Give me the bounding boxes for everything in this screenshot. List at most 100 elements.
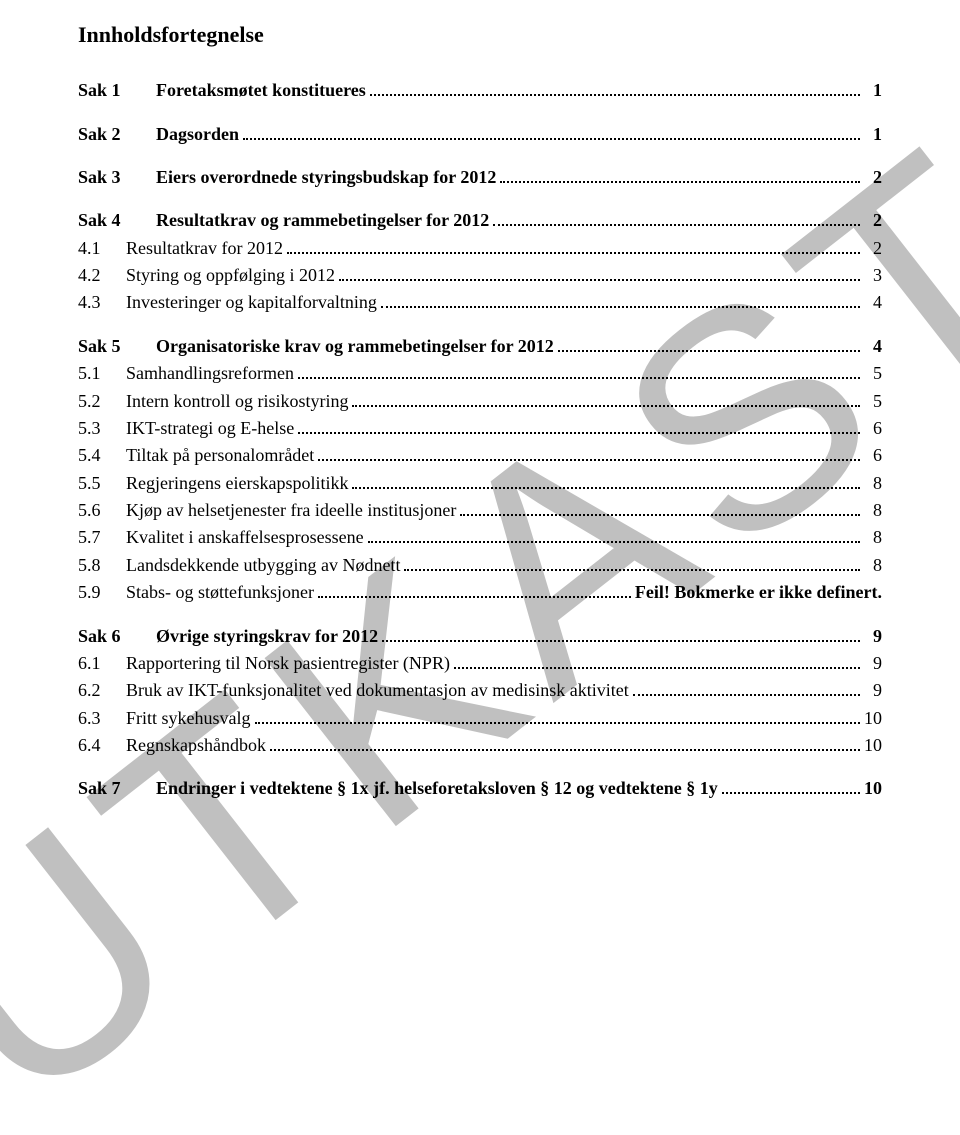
toc-section-title: Eiers overordnede styringsbudskap for 20… xyxy=(156,165,496,190)
toc-subsection-title: Kjøp av helsetjenester fra ideelle insti… xyxy=(126,498,456,523)
toc-subsection-id: 6.1 xyxy=(78,651,126,676)
toc-section-id: Sak 6 xyxy=(78,624,156,649)
toc-subsection-id: 5.3 xyxy=(78,416,126,441)
toc-subsection-title: Bruk av IKT-funksjonalitet ved dokumenta… xyxy=(126,678,629,703)
toc-section-id: Sak 1 xyxy=(78,78,156,103)
toc-subsection-id: 4.1 xyxy=(78,236,126,261)
toc-section-page: 9 xyxy=(864,624,882,649)
toc-subsection-id: 5.5 xyxy=(78,471,126,496)
dot-leader xyxy=(255,706,861,724)
toc-subsection-title: Rapportering til Norsk pasientregister (… xyxy=(126,651,450,676)
toc-subsection-row: 5.4Tiltak på personalområdet6 xyxy=(78,443,882,468)
toc-section-id: Sak 7 xyxy=(78,776,156,801)
dot-leader xyxy=(270,733,860,751)
toc-subsection-page: 6 xyxy=(864,416,882,441)
toc-subsection-title: Fritt sykehusvalg xyxy=(126,706,251,731)
toc-section-page: 4 xyxy=(864,334,882,359)
toc-subsection-title: Styring og oppfølging i 2012 xyxy=(126,263,335,288)
toc-subsection-page: 5 xyxy=(864,389,882,414)
dot-leader xyxy=(500,165,860,183)
toc-subsection-page: 8 xyxy=(864,471,882,496)
dot-leader xyxy=(370,78,860,96)
toc-subsection-id: 5.9 xyxy=(78,580,126,605)
toc-subsection-row: 5.9Stabs- og støttefunksjoner Feil! Bokme… xyxy=(78,580,882,605)
toc-section-row: Sak 7Endringer i vedtektene § 1x jf. hel… xyxy=(78,776,882,801)
toc-subsection-id: 5.8 xyxy=(78,553,126,578)
toc-subsection-row: 6.2Bruk av IKT-funksjonalitet ved dokume… xyxy=(78,678,882,703)
toc-subsection-page: 9 xyxy=(864,678,882,703)
toc-section-row: Sak 2Dagsorden 1 xyxy=(78,121,882,146)
toc-subsection-id: 5.2 xyxy=(78,389,126,414)
toc-section-page: 1 xyxy=(864,122,882,147)
toc-subsection-title: Stabs- og støttefunksjoner xyxy=(126,580,314,605)
toc-section-title: Organisatoriske krav og rammebetingelser… xyxy=(156,334,554,359)
dot-leader xyxy=(493,208,860,226)
toc-section-page: 1 xyxy=(864,78,882,103)
toc-subsection-page: 8 xyxy=(864,553,882,578)
toc-subsection-title: Samhandlingsreformen xyxy=(126,361,294,386)
content-area: Innholdsfortegnelse Sak 1Foretaksmøtet k… xyxy=(78,22,882,802)
toc-subsection-page: 5 xyxy=(864,361,882,386)
toc-section-title: Endringer i vedtektene § 1x jf. helsefor… xyxy=(156,776,718,801)
toc-subsection-row: 4.2Styring og oppfølging i 20123 xyxy=(78,263,882,288)
toc-subsection-row: 5.1Samhandlingsreformen 5 xyxy=(78,361,882,386)
toc-subsection-id: 5.1 xyxy=(78,361,126,386)
toc-section-title: Dagsorden xyxy=(156,122,239,147)
toc-subsection-page: 4 xyxy=(864,290,882,315)
toc-subsection-title: Investeringer og kapitalforvaltning xyxy=(126,290,377,315)
toc-subsection-title: Intern kontroll og risikostyring xyxy=(126,389,348,414)
dot-leader xyxy=(298,416,860,434)
toc-subsection-row: 6.4Regnskapshåndbok10 xyxy=(78,733,882,758)
toc-subsection-row: 5.8Landsdekkende utbygging av Nødnett 8 xyxy=(78,553,882,578)
toc-section-page: 10 xyxy=(864,776,882,801)
toc-subsection-row: 6.1Rapportering til Norsk pasientregiste… xyxy=(78,651,882,676)
toc-section-row: Sak 1Foretaksmøtet konstitueres 1 xyxy=(78,78,882,103)
toc-subsection-row: 5.3IKT-strategi og E-helse 6 xyxy=(78,416,882,441)
toc-section-row: Sak 4Resultatkrav og rammebetingelser fo… xyxy=(78,208,882,233)
toc-subsection-title: Regjeringens eierskapspolitikk xyxy=(126,471,348,496)
toc-subsection-row: 5.6Kjøp av helsetjenester fra ideelle in… xyxy=(78,498,882,523)
toc-subsection-id: 5.7 xyxy=(78,525,126,550)
dot-leader xyxy=(368,525,860,543)
dot-leader xyxy=(318,443,860,461)
toc-section-id: Sak 5 xyxy=(78,334,156,359)
toc-subsection-row: 4.1Resultatkrav for 20122 xyxy=(78,236,882,261)
dot-leader xyxy=(287,236,860,254)
toc-subsection-page: 8 xyxy=(864,525,882,550)
toc-section-row: Sak 3Eiers overordnede styringsbudskap f… xyxy=(78,165,882,190)
toc-section-id: Sak 2 xyxy=(78,122,156,147)
page: UTKAST Innholdsfortegnelse Sak 1Foretaks… xyxy=(0,0,960,1135)
toc-section-title: Resultatkrav og rammebetingelser for 201… xyxy=(156,208,489,233)
dot-leader xyxy=(633,678,860,696)
toc-subsection-page: 9 xyxy=(864,651,882,676)
toc-subsection-page: 3 xyxy=(864,263,882,288)
toc-subsection-page: 2 xyxy=(864,236,882,261)
dot-leader xyxy=(460,498,860,516)
toc-subsection-id: 5.4 xyxy=(78,443,126,468)
toc-section-id: Sak 4 xyxy=(78,208,156,233)
dot-leader xyxy=(352,388,860,406)
toc-subsection-title: Kvalitet i anskaffelsesprosessene xyxy=(126,525,364,550)
toc-subsection-row: 5.2Intern kontroll og risikostyring 5 xyxy=(78,388,882,413)
toc-subsection-page: 10 xyxy=(864,706,882,731)
toc-section-page: 2 xyxy=(864,208,882,233)
toc-subsection-page: 10 xyxy=(864,733,882,758)
dot-leader xyxy=(243,121,860,139)
toc-section-title: Foretaksmøtet konstitueres xyxy=(156,78,366,103)
toc-subsection-id: 6.4 xyxy=(78,733,126,758)
dot-leader xyxy=(298,361,860,379)
toc-subsection-title: IKT-strategi og E-helse xyxy=(126,416,294,441)
page-title: Innholdsfortegnelse xyxy=(78,22,882,48)
dot-leader xyxy=(318,580,631,598)
toc-subsection-title: Landsdekkende utbygging av Nødnett xyxy=(126,553,400,578)
dot-leader xyxy=(722,776,860,794)
dot-leader xyxy=(558,334,860,352)
dot-leader xyxy=(382,623,860,641)
toc-subsection-id: 6.2 xyxy=(78,678,126,703)
toc-section-page: 2 xyxy=(864,165,882,190)
toc-subsection-page: Feil! Bokmerke er ikke definert. xyxy=(635,580,882,605)
toc-subsection-id: 5.6 xyxy=(78,498,126,523)
dot-leader xyxy=(381,290,860,308)
table-of-contents: Sak 1Foretaksmøtet konstitueres1Sak 2Dag… xyxy=(78,78,882,802)
dot-leader xyxy=(454,651,860,669)
